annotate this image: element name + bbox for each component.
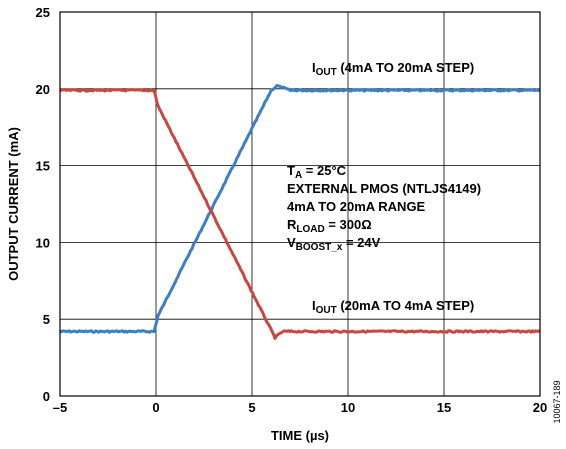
- x-axis-title: TIME (µs): [271, 428, 329, 443]
- y-tick-label: 25: [36, 5, 50, 20]
- condition-range: 4mA TO 20mA RANGE: [287, 199, 426, 214]
- series-label-rising: IOUT (4mA TO 20mA STEP): [312, 60, 474, 78]
- series-line-1: [59, 83, 541, 334]
- x-tick-label: 20: [533, 400, 547, 415]
- x-tick-label: 10: [341, 400, 355, 415]
- y-tick-label: 5: [43, 312, 50, 327]
- x-tick-label: –5: [53, 400, 67, 415]
- plot-frame: [59, 11, 541, 397]
- condition-vboost: VBOOST_x = 24V: [287, 235, 381, 253]
- grid: [60, 12, 540, 396]
- series-label-rising-sub: OUT: [316, 67, 337, 78]
- y-axis-title: OUTPUT CURRENT (mA): [6, 127, 21, 281]
- x-tick-label: 0: [152, 400, 159, 415]
- series-label-falling-sub: OUT: [316, 305, 337, 316]
- series-label-falling-rest: (20mA TO 4mA STEP): [337, 298, 475, 313]
- series-label-falling-main: I: [312, 298, 316, 313]
- x-tick-label: 5: [248, 400, 255, 415]
- series-label-rising-main: I: [312, 60, 316, 75]
- y-tick-label: 0: [43, 389, 50, 404]
- y-tick-label: 15: [36, 159, 50, 174]
- y-tick-label: 20: [36, 82, 50, 97]
- figure-id: 10067-189: [552, 380, 562, 423]
- condition-load: RLOAD = 300Ω: [287, 217, 372, 235]
- series-label-rising-rest: (4mA TO 20mA STEP): [337, 60, 475, 75]
- series-layer: [59, 83, 541, 340]
- series-label-falling: IOUT (20mA TO 4mA STEP): [312, 298, 474, 316]
- x-tick-label: 15: [437, 400, 451, 415]
- test-conditions: TA = 25°C EXTERNAL PMOS (NTLJS4149) 4mA …: [287, 163, 481, 253]
- series-line-2: [59, 88, 541, 340]
- condition-temperature: TA = 25°C: [287, 163, 347, 181]
- y-tick-label: 10: [36, 235, 50, 250]
- condition-pmos: EXTERNAL PMOS (NTLJS4149): [287, 181, 481, 196]
